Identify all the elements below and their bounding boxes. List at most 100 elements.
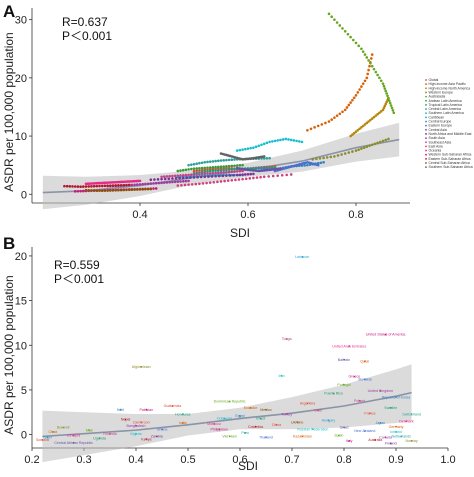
a-point-series-13-4-5 xyxy=(249,172,252,176)
panel-b-country-labels: Lebanon Tonga Afghanistan United States of … xyxy=(36,255,421,446)
a-point-series-1-3-5 xyxy=(363,79,367,83)
a-point-series-20-2-5 xyxy=(130,188,134,192)
a-y-tick-label-2: 20 xyxy=(15,73,27,85)
a-point-series-4-1-1 xyxy=(346,32,350,36)
b-country-point-32 xyxy=(62,426,64,429)
b-country-label-49: China xyxy=(272,423,281,427)
a-point-series-5-3-5 xyxy=(238,164,242,167)
a-point-series-7-0-3 xyxy=(195,162,198,166)
a-point-series-19-0-0 xyxy=(63,184,66,188)
b-country-label-3: United States of America xyxy=(366,333,406,337)
a-point-series-20-3-1 xyxy=(136,188,139,191)
a-point-series-5-2-5 xyxy=(222,165,225,168)
a-point-series-15-0-0 xyxy=(160,175,163,179)
b-country-label-45: Morocco xyxy=(207,422,221,426)
a-legend-label-14: South Asia xyxy=(429,136,445,140)
a-point-series-20-3-3 xyxy=(141,188,144,191)
a-point-series-8-3-2 xyxy=(289,138,293,142)
a-point-series-19-2-5 xyxy=(109,184,112,187)
a-point-series-19-0-2 xyxy=(68,185,72,188)
b-country-label-8: Greece xyxy=(349,375,361,379)
b-country-point-69 xyxy=(384,436,387,439)
b-country-point-26 xyxy=(135,432,137,435)
a-point-series-2-0-0 xyxy=(349,134,352,138)
a-point-series-13-3-0 xyxy=(214,174,217,178)
a-point-series-3-1-1 xyxy=(336,154,340,157)
a-point-series-2-0-4 xyxy=(356,128,360,132)
a-point-series-20-0-5 xyxy=(98,189,101,192)
a-point-series-3-0-3 xyxy=(322,156,325,160)
a-legend-label-7: Central Latin America xyxy=(429,107,462,111)
a-point-series-13-1-1 xyxy=(174,177,178,180)
b-country-point-30 xyxy=(41,439,44,441)
b-country-label-67: Australia xyxy=(368,438,382,442)
b-country-label-19: Mexico xyxy=(260,408,271,412)
a-point-series-4-5-5 xyxy=(391,109,395,112)
a-point-series-13-0-5 xyxy=(167,177,171,181)
a-point-series-20-2-3 xyxy=(125,188,128,192)
a-point-series-13-end xyxy=(252,172,255,176)
a-point-series-18-0-0 xyxy=(73,190,77,193)
a-legend-label-17: Oceania xyxy=(429,149,442,153)
a-point-series-0-0-3 xyxy=(200,168,204,172)
a-point-series-5-1-4 xyxy=(203,166,207,170)
a-point-series-6-2-3 xyxy=(233,167,236,171)
b-country-point-18 xyxy=(228,400,231,403)
a-point-series-7-end xyxy=(268,156,271,160)
b-country-label-25: Haiti xyxy=(117,408,124,412)
a-point-series-17-end xyxy=(138,179,142,183)
b-country-label-58: Spain xyxy=(334,434,343,438)
panel-a-letter: A xyxy=(3,2,15,21)
a-point-series-0-0-2 xyxy=(198,169,201,172)
a-point-series-1-3-3 xyxy=(360,85,363,88)
a-point-series-16-3-2 xyxy=(248,177,252,180)
a-point-series-19-3-3 xyxy=(119,183,123,187)
a-point-series-19-3-4 xyxy=(122,183,126,187)
a-point-series-8-2-3 xyxy=(276,139,280,142)
a-point-series-2-3-3 xyxy=(384,102,388,106)
a-point-series-16-1-5 xyxy=(216,180,219,184)
b-country-point-7 xyxy=(364,360,366,363)
a-legend-label-5: Andean Latin America xyxy=(429,99,462,103)
a-point-series-1-4-1 xyxy=(366,72,370,76)
b-y-tick-label-1: 5 xyxy=(21,385,27,397)
a-point-series-4-1-5 xyxy=(357,44,361,48)
a-point-series-16-0-2 xyxy=(183,183,187,187)
a-point-series-1-1-3 xyxy=(335,114,339,117)
a-point-series-7-2-2 xyxy=(225,158,228,162)
a-point-series-4-4-0 xyxy=(381,82,385,85)
a-point-series-20-1-3 xyxy=(109,189,112,192)
b-country-point-58 xyxy=(338,434,340,437)
a-point-series-4-4-4 xyxy=(385,92,388,95)
b-country-point-3 xyxy=(384,333,387,336)
a-legend-marker-15 xyxy=(425,141,427,144)
a-point-series-13-2-4 xyxy=(207,175,210,178)
b-country-point-10 xyxy=(343,383,345,386)
a-point-series-14-end xyxy=(187,179,190,183)
a-point-series-6-2-0 xyxy=(225,168,228,172)
a-point-series-1-1-5 xyxy=(341,110,344,114)
b-country-label-51: Turkey xyxy=(281,412,292,416)
b-country-label-33: Mali xyxy=(86,428,93,432)
b-country-point-19 xyxy=(265,408,267,411)
a-point-series-15-2-4 xyxy=(203,172,207,176)
a-point-series-14-3-2 xyxy=(160,181,163,185)
b-country-point-11 xyxy=(379,390,382,392)
a-point-series-12-end xyxy=(279,167,282,170)
a-point-series-18-end xyxy=(154,187,158,190)
a-point-series-15-2-2 xyxy=(198,172,201,176)
a-point-series-15-3-4 xyxy=(219,171,223,174)
a-point-series-13-4-1 xyxy=(238,173,242,177)
a-point-series-15-3-5 xyxy=(222,171,225,174)
a-point-series-10-3-5 xyxy=(319,161,323,165)
a-point-series-3-2-1 xyxy=(357,148,361,151)
a-point-series-6-3-4 xyxy=(252,166,255,170)
a-point-series-15-0-4 xyxy=(171,174,174,178)
a-point-series-1-4-2 xyxy=(367,68,370,72)
a-point-series-13-0-0 xyxy=(149,178,153,182)
a-point-series-14-2-3 xyxy=(146,182,150,186)
a-point-series-5-2-4 xyxy=(219,165,223,169)
a-point-series-0-0-4 xyxy=(203,168,207,172)
a-point-series-10-3-4 xyxy=(316,161,320,165)
a-point-series-19-2-4 xyxy=(106,184,109,188)
